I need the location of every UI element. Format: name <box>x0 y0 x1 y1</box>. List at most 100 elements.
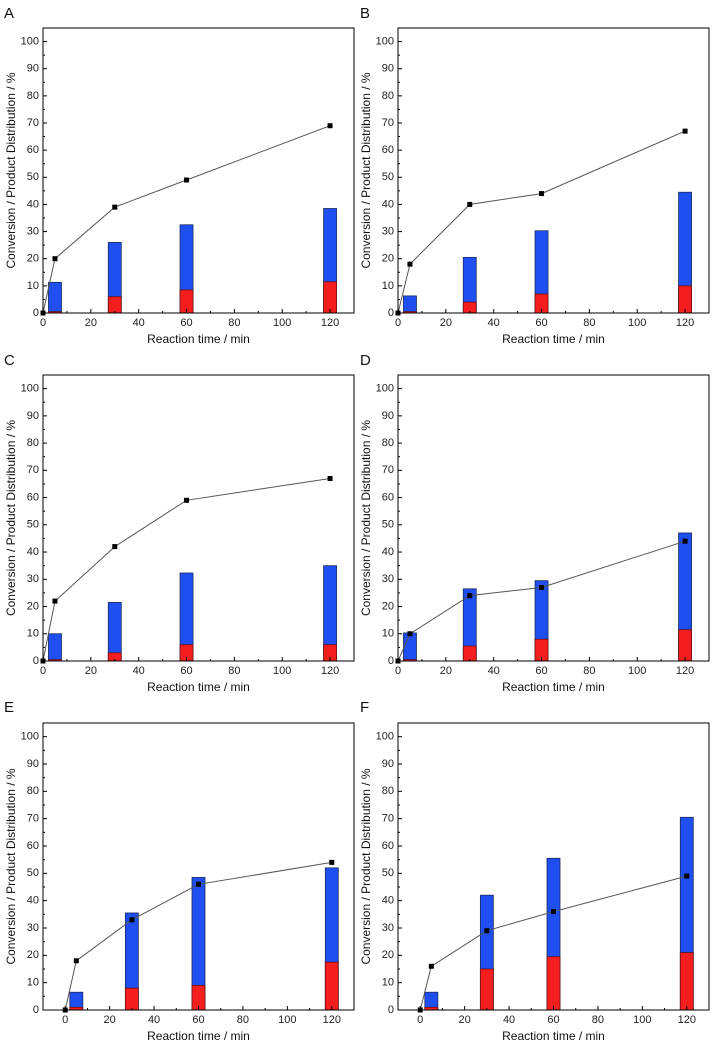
y-tick-label: 100 <box>376 383 394 395</box>
y-tick-label: 60 <box>382 840 394 852</box>
y-tick-label: 10 <box>382 977 394 989</box>
y-tick-label: 50 <box>382 519 394 531</box>
panel-letter: D <box>360 352 371 369</box>
x-axis-title: Reaction time / min <box>147 1029 250 1043</box>
bar-red <box>679 952 694 1011</box>
conversion-marker <box>684 873 690 879</box>
x-tick-label: 100 <box>278 1014 296 1026</box>
y-tick-label: 40 <box>27 198 39 210</box>
y-tick-label: 50 <box>27 519 39 531</box>
y-tick-label: 0 <box>388 655 394 667</box>
y-tick-label: 90 <box>27 758 39 770</box>
y-tick-label: 10 <box>382 628 394 640</box>
y-tick-label: 70 <box>382 117 394 129</box>
y-tick-label: 30 <box>382 225 394 237</box>
bar-red <box>462 645 477 662</box>
x-tick-label: 0 <box>395 317 401 329</box>
y-tick-label: 100 <box>21 731 39 743</box>
panel-letter: E <box>4 699 14 716</box>
bar-red <box>479 968 494 1011</box>
y-tick-label: 50 <box>382 171 394 183</box>
conversion-marker <box>407 261 413 267</box>
chart-panel-e: E 0 10 20 30 40 50 60 70 80 90 100 0 20 40 60 80 100 120 Re… <box>4 699 355 1043</box>
x-tick-label: 60 <box>192 1014 204 1026</box>
y-tick-label: 90 <box>382 410 394 422</box>
y-tick-label: 50 <box>27 171 39 183</box>
y-tick-label: 30 <box>382 573 394 585</box>
conversion-marker <box>184 497 190 503</box>
y-tick-label: 20 <box>27 253 39 265</box>
y-axis-title: Conversion / Product Distribution / % <box>4 768 18 964</box>
conversion-marker <box>52 256 58 262</box>
conversion-marker <box>327 123 333 129</box>
y-tick-label: 0 <box>33 307 39 319</box>
y-tick-label: 50 <box>27 867 39 879</box>
x-tick-label: 80 <box>228 317 240 329</box>
y-tick-label: 20 <box>27 600 39 612</box>
y-tick-label: 60 <box>382 491 394 503</box>
bar-blue <box>107 602 122 662</box>
x-tick-label: 20 <box>85 317 97 329</box>
plot-frame <box>42 374 355 662</box>
y-tick-label: 90 <box>27 410 39 422</box>
y-tick-label: 70 <box>382 464 394 476</box>
x-tick-label: 120 <box>321 317 339 329</box>
x-tick-label: 120 <box>676 665 694 677</box>
conversion-marker <box>467 201 473 207</box>
plot-frame <box>42 27 355 314</box>
bar-red <box>124 987 139 1011</box>
bar-red <box>324 961 339 1011</box>
y-tick-label: 100 <box>376 731 394 743</box>
y-tick-label: 0 <box>388 1004 394 1016</box>
y-tick-label: 30 <box>382 922 394 934</box>
chart-panel-f: F 0 10 20 30 40 50 60 70 80 90 100 0 20 40 60 80 100 120 Re… <box>359 699 710 1043</box>
chart-panel-d: D 0 10 20 30 40 50 60 70 80 90 100 0 20 40 60 80 100 120 Re… <box>359 352 710 694</box>
y-axis-title: Conversion / Product Distribution / % <box>4 72 18 268</box>
x-tick-label: 80 <box>228 665 240 677</box>
chart-panel-b: B 0 10 20 30 40 50 60 70 80 90 100 0 20 40 60 80 100 120 Re… <box>359 5 710 346</box>
y-tick-label: 80 <box>382 785 394 797</box>
y-tick-label: 10 <box>27 977 39 989</box>
x-tick-label: 0 <box>62 1014 68 1026</box>
y-tick-label: 30 <box>27 225 39 237</box>
x-tick-label: 20 <box>104 1014 116 1026</box>
y-tick-label: 30 <box>27 922 39 934</box>
conversion-marker <box>428 963 434 969</box>
x-tick-label: 40 <box>488 317 500 329</box>
conversion-marker <box>327 476 333 482</box>
y-tick-label: 80 <box>382 90 394 102</box>
y-tick-label: 80 <box>27 785 39 797</box>
conversion-marker <box>112 204 118 210</box>
x-tick-label: 20 <box>459 1014 471 1026</box>
y-tick-label: 60 <box>27 144 39 156</box>
panel-letter: C <box>4 352 15 369</box>
y-tick-label: 70 <box>27 813 39 825</box>
conversion-marker <box>682 128 688 134</box>
conversion-marker <box>112 544 118 550</box>
y-tick-label: 60 <box>382 144 394 156</box>
conversion-marker <box>52 598 58 604</box>
conversion-marker <box>484 928 490 934</box>
y-tick-label: 70 <box>382 813 394 825</box>
bar-blue <box>48 281 62 314</box>
x-tick-label: 0 <box>40 665 46 677</box>
y-tick-label: 70 <box>27 117 39 129</box>
y-axis-title: Conversion / Product Distribution / % <box>359 768 373 964</box>
x-tick-label: 0 <box>40 317 46 329</box>
x-tick-label: 60 <box>547 1014 559 1026</box>
x-tick-label: 100 <box>273 317 291 329</box>
conversion-marker <box>467 593 473 599</box>
panel-letter: B <box>360 5 370 22</box>
x-tick-label: 100 <box>628 317 646 329</box>
conversion-marker <box>129 917 135 923</box>
x-tick-label: 80 <box>237 1014 249 1026</box>
y-tick-label: 90 <box>382 63 394 75</box>
y-tick-label: 30 <box>27 573 39 585</box>
x-axis-title: Reaction time / min <box>502 332 605 346</box>
conversion-marker <box>73 958 79 964</box>
y-tick-label: 10 <box>27 280 39 292</box>
x-tick-label: 100 <box>633 1014 651 1026</box>
x-tick-label: 40 <box>503 1014 515 1026</box>
x-tick-label: 60 <box>180 317 192 329</box>
y-tick-label: 10 <box>27 628 39 640</box>
